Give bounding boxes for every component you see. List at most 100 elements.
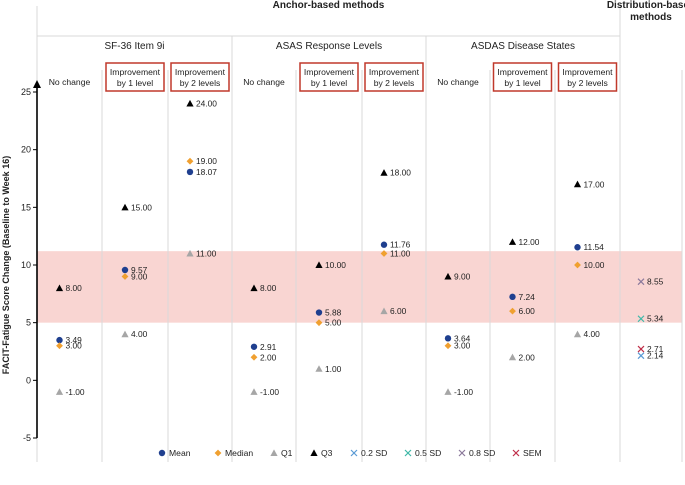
point-mean — [250, 343, 258, 350]
point-label-q3: 17.00 — [584, 179, 605, 189]
legend-label-q1: Q1 — [281, 448, 293, 458]
point-label-median: 3.00 — [454, 341, 471, 351]
point-label-median: 19.00 — [196, 156, 217, 166]
point-q1 — [121, 330, 129, 338]
point-q3 — [55, 284, 64, 292]
legend-marker-mean — [158, 449, 166, 457]
legend-marker-0-2-sd — [350, 449, 358, 457]
shaded-band-layer — [37, 251, 682, 323]
point-label-q1: -1.00 — [66, 387, 85, 397]
point-label-0-2-sd: 2.14 — [647, 351, 664, 361]
column-header-5: Improvement by 2 levels — [369, 67, 420, 88]
column-header-0: No change — [49, 77, 91, 87]
point-q1 — [250, 388, 258, 395]
point-label-q3: 18.00 — [390, 168, 411, 178]
column-header-4: Improvement by 1 level — [304, 67, 355, 88]
point-mean — [380, 241, 388, 248]
point-label-mean: 11.76 — [390, 240, 411, 250]
y-tick-label: 0 — [26, 375, 31, 385]
point-median — [509, 307, 516, 315]
point-median — [574, 261, 581, 269]
header-layer: Anchor-based methods Distribution-basedme… — [49, 0, 685, 92]
point-mean — [56, 336, 63, 344]
column-header-box — [492, 62, 553, 92]
point-label-q1: -1.00 — [260, 387, 279, 397]
point-label-q1: 2.00 — [519, 352, 536, 362]
point-label-0-8-sd: 8.55 — [647, 277, 664, 287]
legend-label-median: Median — [225, 448, 253, 458]
point-q3 — [186, 99, 194, 107]
y-tick-label: 5 — [26, 318, 31, 328]
point-label-median: 3.00 — [66, 341, 83, 351]
shaded-band — [37, 251, 682, 323]
y-axis-arrowhead — [33, 80, 41, 88]
point-mean — [186, 168, 194, 176]
group-header-anchor-based: Anchor-based methods — [273, 0, 385, 11]
y-axis: -5 0 5 10 15 20 25 FACIT-Fatigue Score Change (… — [1, 80, 41, 443]
legend-label-0-8-sd: 0.8 SD — [469, 448, 495, 458]
column-header-3: No change — [243, 77, 285, 87]
point-q1 — [508, 353, 517, 361]
point-label-median: 9.00 — [131, 272, 148, 282]
point-sem — [637, 345, 645, 353]
point-label-median: 11.00 — [390, 248, 411, 258]
point-q1 — [380, 307, 388, 315]
point-label-mean: 5.88 — [325, 308, 342, 318]
point-label-mean: 3.64 — [454, 333, 471, 343]
point-q3 — [315, 261, 323, 268]
legend-marker-0-8-sd — [458, 449, 466, 457]
point-median — [315, 319, 323, 327]
legend-label-sem: SEM — [523, 448, 542, 458]
point-median — [121, 273, 129, 280]
point-label-median: 2.00 — [260, 352, 277, 362]
point-label-q1: 4.00 — [584, 329, 601, 339]
point-label-q3: 10.00 — [325, 260, 346, 270]
point-mean — [444, 335, 452, 342]
y-tick-label: -5 — [23, 433, 31, 443]
legend-marker-q3 — [310, 449, 318, 456]
legend-label-0-2-sd: 0.2 SD — [361, 448, 387, 458]
point-label-sem: 2.71 — [647, 344, 664, 354]
point-label-mean: 11.54 — [584, 242, 605, 252]
point-median — [56, 342, 63, 350]
point-label-q1: 1.00 — [325, 364, 342, 374]
point-label-q3: 8.00 — [66, 283, 83, 293]
point-median — [444, 342, 452, 350]
point-mean — [509, 293, 516, 301]
point-q1 — [444, 388, 452, 395]
column-header-6: No change — [437, 77, 479, 87]
point-mean — [574, 244, 581, 251]
point-label-median: 5.00 — [325, 318, 342, 328]
point-0-8-sd — [637, 278, 645, 286]
column-header-1: Improvement by 1 level — [110, 67, 161, 88]
y-tick-label: 10 — [21, 260, 31, 270]
point-q1 — [573, 330, 582, 338]
column-header-box — [299, 62, 359, 92]
point-label-q1: 4.00 — [131, 329, 148, 339]
column-header-box — [557, 62, 618, 92]
legend-marker-q1 — [270, 449, 278, 456]
point-q3 — [573, 180, 582, 188]
point-q3 — [444, 272, 452, 280]
legend-marker-0-5-sd — [404, 449, 412, 457]
y-tick-label: 15 — [21, 202, 31, 212]
point-q3 — [508, 238, 517, 245]
point-label-median: 10.00 — [584, 260, 605, 270]
point-q1 — [315, 365, 323, 372]
subgroup-header-asdas-disease-states: ASDAS Disease States — [471, 41, 575, 52]
subgroup-header-sf-36-item-9i: SF-36 Item 9i — [104, 41, 164, 52]
point-mean — [315, 309, 323, 316]
point-mean — [121, 266, 129, 274]
point-label-q3: 15.00 — [131, 202, 152, 212]
column-header-2: Improvement by 2 levels — [175, 67, 226, 88]
point-q3 — [380, 169, 388, 176]
point-label-q3: 12.00 — [519, 237, 540, 247]
subgroup-header-asas-response-levels: ASAS Response Levels — [276, 41, 382, 52]
point-label-q3: 24.00 — [196, 99, 217, 109]
point-q3 — [250, 284, 258, 292]
point-label-q1: -1.00 — [454, 387, 473, 397]
point-label-0-5-sd: 5.34 — [647, 314, 664, 324]
legend-label-mean: Mean — [169, 448, 191, 458]
